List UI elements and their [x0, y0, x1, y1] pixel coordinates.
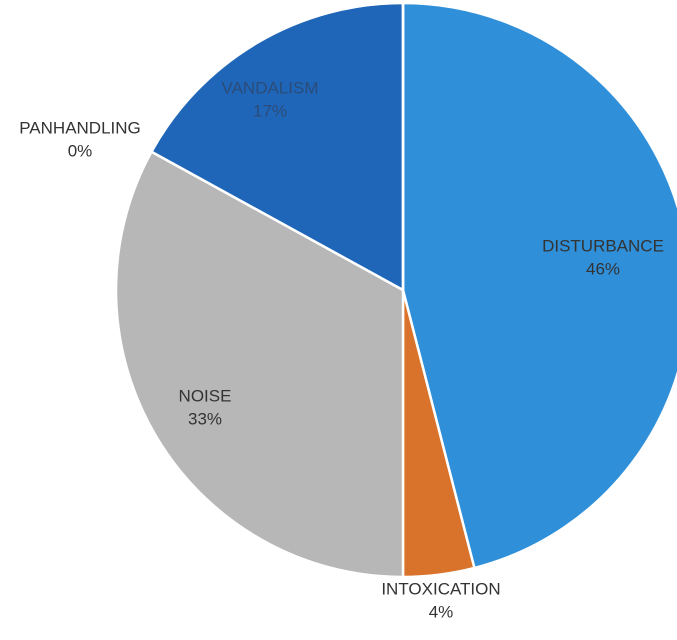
- slice-value-label: 33%: [188, 409, 222, 428]
- pie-slice: [114, 150, 405, 579]
- slice-value-label: 46%: [586, 259, 620, 278]
- pie-slice: [401, 1, 677, 570]
- slice-value-label: 4%: [429, 602, 454, 621]
- slice-value-label: 17%: [253, 101, 287, 120]
- slice-label: NOISE: [179, 386, 232, 405]
- slice-value-label: 0%: [68, 141, 93, 160]
- slice-label: INTOXICATION: [381, 579, 500, 598]
- pie-slice: [149, 1, 405, 293]
- slice-label: DISTURBANCE: [542, 236, 664, 255]
- slice-label: VANDALISM: [222, 78, 319, 97]
- slice-label: PANHANDLING: [19, 118, 141, 137]
